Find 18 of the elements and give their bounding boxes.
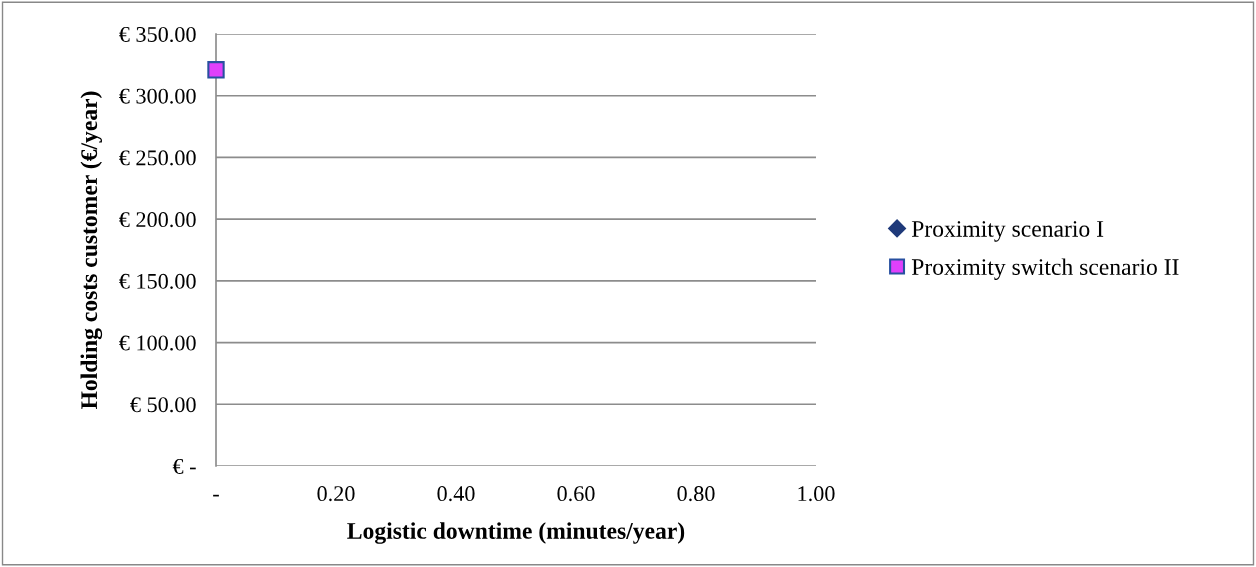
x-tick-label: 1.00 (798, 486, 835, 502)
x-tick-label: 0.20 (317, 486, 355, 502)
x-tick-label: 0.40 (437, 486, 475, 502)
legend-label: Proximity switch scenario II (911, 258, 1179, 280)
y-tick-label: € 250.00 (119, 150, 196, 166)
y-tick-label: € 200.00 (119, 212, 196, 228)
x-tick-label: 0.80 (677, 486, 715, 502)
y-tick-label: € - (172, 458, 196, 474)
x-tick-label: 0.60 (557, 486, 595, 502)
y-tick-label: € 150.00 (119, 273, 196, 289)
y-tick-label: € 350.00 (119, 26, 196, 43)
y-axis-title: Holding costs customer (€/year) (80, 91, 103, 410)
y-tick-label: € 300.00 (119, 88, 196, 104)
y-tick-label: € 100.00 (119, 335, 196, 351)
y-tick-label: € 50.00 (130, 397, 196, 413)
x-axis-title: Logistic downtime (minutes/year) (347, 522, 685, 544)
legend-label: Proximity scenario I (911, 221, 1104, 242)
x-tick-label: - (213, 494, 219, 497)
